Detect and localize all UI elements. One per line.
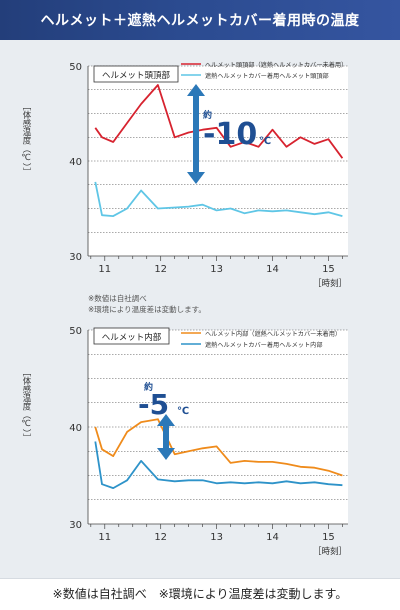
arrow-shaft: [163, 424, 169, 450]
arrow-head-up: [187, 84, 205, 96]
chart-title-box: ヘルメット内部: [93, 327, 170, 345]
x-axis-label: ［時刻］: [313, 278, 347, 289]
legend-label: 遮熱ヘルメットカバー着用ヘルメット頭頂部: [205, 72, 329, 80]
legend-label: ヘルメット内部（遮熱ヘルメットカバー未着用）: [205, 330, 341, 338]
y-tick-label: 40: [69, 157, 82, 168]
y-tick-label: 50: [69, 326, 82, 337]
arrow-head-down: [187, 172, 205, 184]
chart-helmet-inside: 30 40 50 11 12 13 14 15 ［時刻］ ［体感温度（℃）］ ヘルメット内部 ヘルメッ…: [21, 326, 348, 557]
annotation-unit: ℃: [177, 406, 189, 417]
banner-title: ヘルメット＋遮熱ヘルメットカバー着用時の温度: [40, 13, 360, 29]
x-tick-label: 15: [322, 264, 335, 275]
small-note-2: ※環境により温度差は変動します。: [88, 305, 206, 314]
series-line: [94, 418, 343, 477]
title-banner: ヘルメット＋遮熱ヘルメットカバー着用時の温度: [0, 0, 400, 40]
x-tick-label: 11: [98, 532, 111, 543]
annotation-prefix: 約: [203, 109, 212, 121]
x-tick-label: 13: [210, 532, 223, 543]
chart-title: ヘルメット頭頂部: [102, 70, 171, 81]
series-line: [94, 84, 344, 159]
x-tick-label: 14: [266, 532, 279, 543]
x-tick-label: 11: [98, 264, 111, 275]
difference-annotation: 約-10 ℃: [203, 109, 271, 152]
title-frame: [93, 65, 179, 83]
series-line: [94, 441, 343, 490]
arrow-head-down: [157, 448, 175, 460]
arrow-head-up: [157, 414, 175, 426]
small-note-1: ※数値は自社調べ: [88, 294, 147, 303]
y-tick-label: 30: [69, 252, 82, 263]
y-tick-label: 30: [69, 520, 82, 531]
x-tick-label: 13: [210, 264, 223, 275]
legend-label: 遮熱ヘルメットカバー着用ヘルメット内部: [205, 341, 323, 349]
x-axis-label: ［時刻］: [313, 546, 347, 557]
x-tick-label: 15: [322, 532, 335, 543]
annotation-prefix: 約: [144, 381, 153, 393]
arrow-shaft: [193, 94, 199, 174]
chart-helmet-top: 30 40 50 11 12 13 14 15 ［時刻］ ［体感温度（℃）］ ヘルメット頭頂部 ヘルメ…: [21, 61, 348, 289]
annotation-value: -5: [138, 388, 169, 421]
y-axis-label: ［体感温度（℃）］: [21, 368, 31, 442]
annotation-unit: ℃: [259, 136, 271, 147]
difference-annotation: 約-5 ℃: [138, 381, 189, 421]
legend-label: ヘルメット頭頂部（遮熱ヘルメットカバー未着用）: [205, 61, 347, 69]
title-frame: [93, 327, 170, 345]
y-tick-label: 40: [69, 423, 82, 434]
difference-arrow: [187, 84, 205, 184]
footer-note: ※数値は自社調べ ※環境により温度差は変動します。: [52, 587, 348, 601]
small-notes: ※数値は自社調べ ※環境により温度差は変動します。: [88, 293, 206, 315]
annotation-value: -10: [203, 117, 257, 152]
chart-title-box: ヘルメット頭頂部: [93, 65, 179, 83]
y-axis-label: ［体感温度（℃）］: [21, 102, 31, 176]
x-tick-label: 12: [154, 264, 167, 275]
series-line: [94, 181, 343, 218]
x-tick-label: 14: [266, 264, 279, 275]
chart-title: ヘルメット内部: [102, 332, 162, 343]
y-tick-label: 50: [69, 62, 82, 73]
difference-arrow: [157, 414, 175, 460]
x-tick-label: 12: [154, 532, 167, 543]
